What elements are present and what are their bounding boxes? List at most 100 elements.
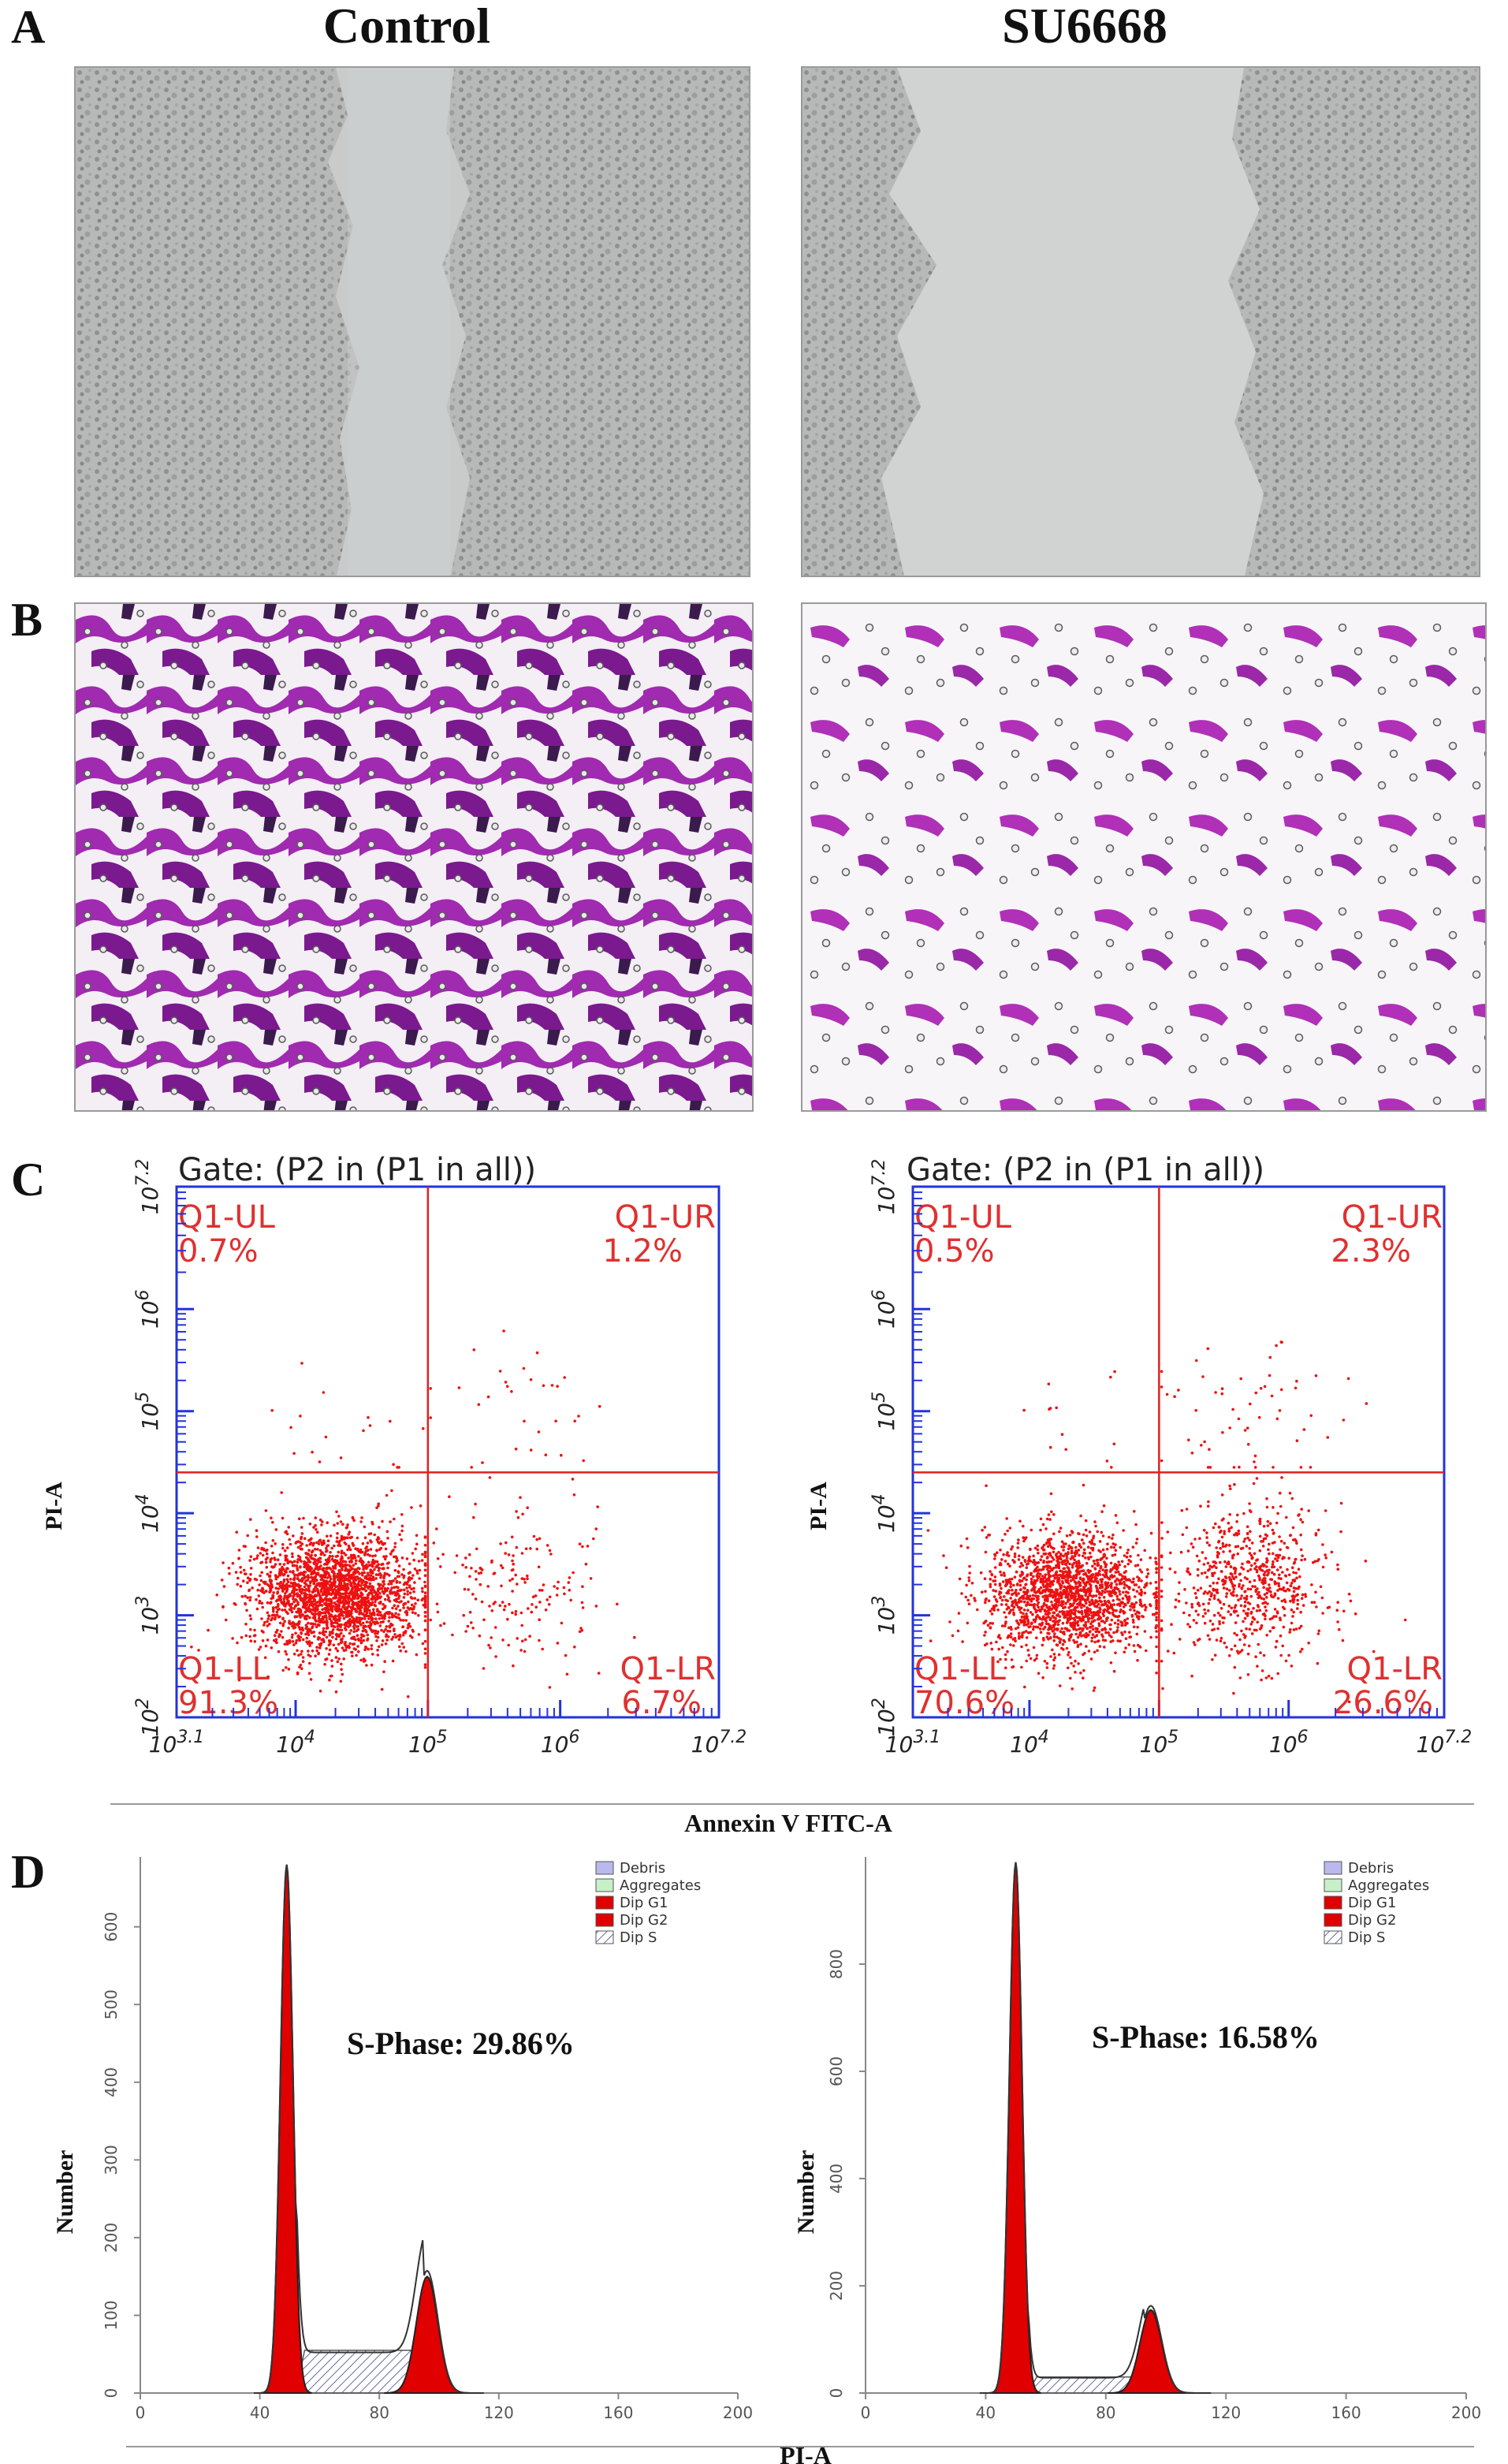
- flow-event-dot: [1155, 1562, 1158, 1566]
- flow-event-dot: [342, 1552, 346, 1555]
- flow-event-dot: [1074, 1554, 1077, 1557]
- flow-event-dot: [363, 1613, 366, 1616]
- flow-event-dot: [291, 1624, 294, 1628]
- flow-event-dot: [515, 1545, 519, 1549]
- flow-event-dot: [1083, 1652, 1086, 1655]
- quad-ul-name-right: Q1-UL: [914, 1199, 1012, 1236]
- flow-event-dot: [1064, 1552, 1067, 1556]
- flow-event-dot: [376, 1631, 379, 1635]
- flow-event-dot: [1085, 1645, 1088, 1648]
- flow-event-dot: [501, 1601, 505, 1604]
- flow-event-dot: [1052, 1574, 1056, 1578]
- flow-event-dot: [249, 1627, 252, 1631]
- flow-event-dot: [1056, 1558, 1059, 1562]
- flow-event-dot: [1213, 1594, 1216, 1597]
- flow-event-dot: [382, 1620, 385, 1623]
- flow-event-dot: [984, 1550, 988, 1554]
- flow-event-dot: [368, 1424, 372, 1427]
- flow-event-dot: [300, 1542, 304, 1545]
- flow-event-dot: [1079, 1671, 1082, 1675]
- flow-event-dot: [435, 1527, 438, 1530]
- flow-event-dot: [299, 1611, 303, 1614]
- flow-event-dot: [597, 1672, 601, 1675]
- flow-event-dot: [472, 1348, 476, 1351]
- flow-event-dot: [377, 1502, 381, 1506]
- flow-event-dot: [1155, 1635, 1158, 1639]
- flow-event-dot: [283, 1642, 287, 1646]
- flow-event-dot: [316, 1573, 320, 1576]
- flow-event-dot: [397, 1575, 401, 1579]
- flow-event-dot: [1127, 1643, 1131, 1646]
- flow-event-dot: [1336, 1601, 1339, 1604]
- flow-event-dot: [314, 1589, 317, 1593]
- flow-event-dot: [942, 1554, 945, 1557]
- flow-event-dot: [336, 1554, 340, 1558]
- flow-event-dot: [335, 1559, 339, 1563]
- flow-event-dot: [1078, 1589, 1082, 1592]
- flow-event-dot: [413, 1567, 417, 1571]
- flow-event-dot: [1152, 1612, 1156, 1616]
- flow-event-dot: [371, 1620, 375, 1623]
- flow-event-dot: [349, 1629, 353, 1632]
- flow-event-dot: [360, 1571, 364, 1575]
- flow-event-dot: [989, 1609, 992, 1613]
- flow-event-dot: [1069, 1557, 1073, 1560]
- flow-event-dot: [1123, 1619, 1126, 1622]
- flow-event-dot: [1082, 1569, 1085, 1572]
- flow-event-dot: [1043, 1603, 1046, 1606]
- flow-event-dot: [393, 1586, 396, 1590]
- flow-event-dot: [1065, 1646, 1069, 1650]
- flow-event-dot: [350, 1593, 353, 1596]
- flow-event-dot: [1087, 1589, 1091, 1593]
- flow-event-dot: [317, 1604, 321, 1607]
- flow-event-dot: [274, 1631, 278, 1634]
- flow-event-dot: [1123, 1603, 1126, 1606]
- flow-event-dot: [378, 1526, 381, 1529]
- flow-event-dot: [1094, 1584, 1098, 1588]
- flow-event-dot: [520, 1623, 523, 1627]
- flow-event-dot: [1025, 1578, 1028, 1582]
- flow-event-dot: [1249, 1554, 1253, 1557]
- flow-event-dot: [287, 1668, 291, 1671]
- flow-event-dot: [1115, 1594, 1119, 1598]
- flow-event-dot: [1204, 1556, 1208, 1560]
- flow-event-dot: [1018, 1597, 1021, 1601]
- flow-event-dot: [330, 1609, 334, 1613]
- flow-event-dot: [1060, 1545, 1063, 1549]
- flow-event-dot: [404, 1619, 408, 1622]
- flow-event-dot: [382, 1630, 385, 1633]
- flow-event-dot: [415, 1569, 419, 1573]
- flow-event-dot: [502, 1329, 505, 1333]
- flow-event-dot: [234, 1571, 238, 1574]
- flow-event-dot: [1143, 1603, 1146, 1607]
- flow-event-dot: [346, 1573, 350, 1576]
- flow-event-dot: [296, 1603, 300, 1606]
- flow-event-dot: [1111, 1537, 1114, 1540]
- flow-event-dot: [993, 1557, 996, 1560]
- flow-event-dot: [266, 1611, 270, 1615]
- flow-event-dot: [1059, 1630, 1063, 1633]
- flow-event-dot: [1145, 1568, 1149, 1571]
- flow-event-dot: [1089, 1611, 1093, 1614]
- flow-event-dot: [1207, 1568, 1210, 1572]
- flow-event-dot: [1119, 1573, 1123, 1576]
- flow-event-dot: [1087, 1571, 1091, 1575]
- flow-event-dot: [1072, 1587, 1075, 1590]
- flow-event-dot: [1058, 1615, 1062, 1618]
- flow-event-dot: [300, 1537, 303, 1541]
- quad-lr-pct-left: 6.7%: [621, 1685, 702, 1721]
- flow-event-dot: [337, 1623, 341, 1627]
- flow-event-dot: [360, 1581, 363, 1585]
- flow-event-dot: [1022, 1524, 1025, 1528]
- flow-event-dot: [406, 1626, 410, 1630]
- flow-event-dot: [331, 1555, 334, 1558]
- flow-event-dot: [1025, 1643, 1028, 1647]
- flow-event-dot: [1022, 1618, 1026, 1622]
- flow-event-dot: [411, 1611, 415, 1614]
- flow-event-dot: [1015, 1603, 1018, 1607]
- flow-event-dot: [367, 1617, 370, 1620]
- flow-event-dot: [1052, 1611, 1055, 1615]
- flow-event-dot: [1033, 1563, 1037, 1567]
- flow-event-dot: [573, 1419, 576, 1423]
- flow-event-dot: [481, 1461, 484, 1464]
